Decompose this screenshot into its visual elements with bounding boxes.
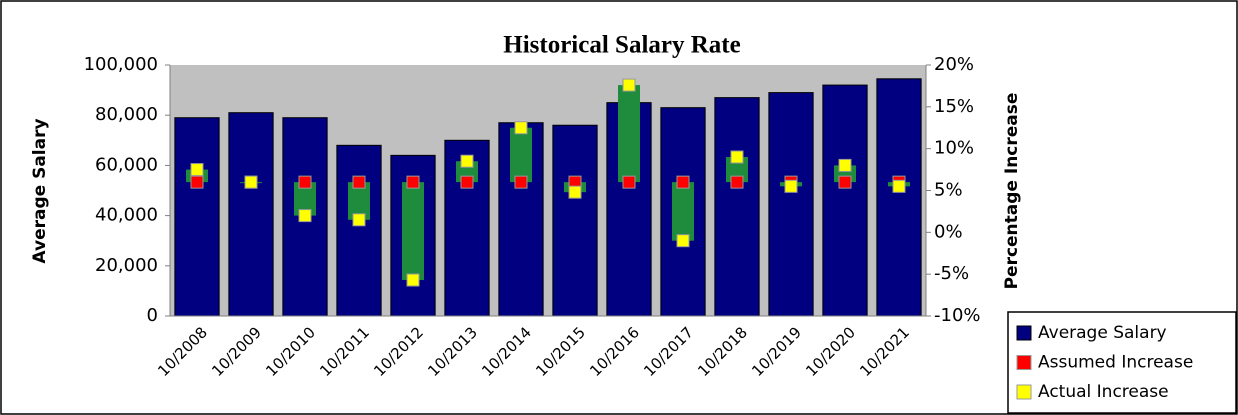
chart-title: Historical Salary Rate: [503, 32, 740, 59]
actual-marker: [298, 209, 312, 223]
y2-tick-label: 20%: [934, 54, 974, 75]
bar: [876, 78, 922, 317]
actual-marker: [352, 213, 366, 227]
assumed-marker: [730, 175, 744, 189]
actual-marker: [838, 158, 852, 172]
updown-bar: [510, 127, 532, 183]
y2-tick-label: 5%: [934, 180, 963, 201]
y2-tick-label: -5%: [934, 263, 969, 284]
y-tick-label: 20,000: [95, 255, 158, 276]
y2-tick-label: 0%: [934, 221, 963, 242]
assumed-marker: [514, 175, 528, 189]
actual-marker: [784, 179, 798, 193]
updown-bar: [672, 182, 694, 241]
bar: [768, 92, 814, 317]
y-tick-label: 100,000: [84, 54, 158, 75]
actual-marker: [622, 78, 636, 92]
bar: [552, 124, 598, 317]
actual-marker: [730, 150, 744, 164]
assumed-marker: [676, 175, 690, 189]
legend-label: Assumed Increase: [1038, 353, 1193, 373]
legend-label: Average Salary: [1038, 323, 1167, 343]
actual-marker: [406, 273, 420, 287]
assumed-marker: [406, 175, 420, 189]
y-tick-label: 80,000: [95, 104, 158, 125]
y-tick-label: 40,000: [95, 205, 158, 226]
updown-bar: [294, 182, 316, 216]
legend-swatch: [1016, 325, 1032, 341]
assumed-marker: [298, 175, 312, 189]
actual-marker: [244, 175, 258, 189]
bar: [822, 84, 868, 317]
y2-tick-label: -10%: [934, 305, 981, 326]
legend-swatch: [1016, 355, 1032, 370]
y2-axis-label: Percentage Increase: [1002, 93, 1022, 290]
bar: [714, 97, 760, 317]
y-tick-label: 60,000: [95, 154, 158, 175]
y2-tick-label: 15%: [934, 96, 974, 117]
legend: [1007, 311, 1237, 414]
assumed-marker: [460, 175, 474, 189]
y-tick-label: 0: [147, 305, 158, 326]
updown-bar: [618, 85, 640, 183]
bar: [174, 117, 220, 317]
actual-marker: [892, 179, 906, 193]
actual-marker: [460, 154, 474, 168]
bar: [336, 144, 382, 317]
legend-label: Actual Increase: [1038, 382, 1169, 402]
legend-swatch: [1016, 384, 1032, 400]
bar: [228, 112, 274, 317]
updown-bar: [402, 182, 424, 281]
assumed-marker: [190, 175, 204, 189]
updown-bar: [348, 182, 370, 220]
actual-marker: [514, 121, 528, 135]
actual-marker: [190, 163, 204, 177]
assumed-marker: [622, 175, 636, 189]
actual-marker: [676, 234, 690, 248]
y-axis-label: Average Salary: [30, 118, 50, 263]
assumed-marker: [838, 175, 852, 189]
y2-tick-label: 10%: [934, 138, 974, 159]
actual-marker: [568, 185, 582, 199]
assumed-marker: [352, 175, 366, 189]
